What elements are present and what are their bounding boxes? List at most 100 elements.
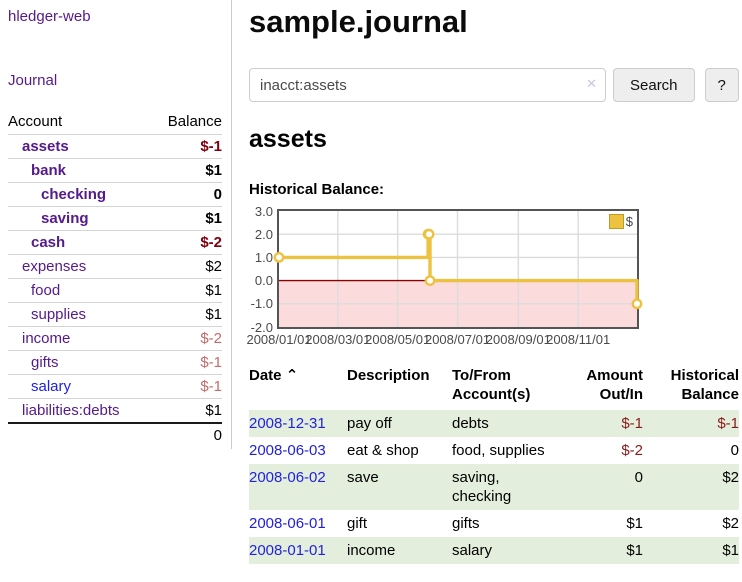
account-link[interactable]: saving: [41, 210, 89, 227]
account-link[interactable]: supplies: [31, 306, 87, 323]
x-axis-tick-label: 2008/07/01: [424, 332, 491, 347]
account-link[interactable]: gifts: [31, 354, 59, 371]
accounts-total-value: 0: [152, 422, 222, 447]
account-link[interactable]: checking: [41, 186, 107, 203]
sidebar-item-journal[interactable]: Journal: [8, 72, 58, 89]
account-link[interactable]: bank: [31, 162, 67, 179]
chart-series-svg: [273, 211, 643, 327]
account-row: assets $-1: [8, 134, 222, 159]
account-balance: $1: [152, 206, 222, 231]
accounts-total-row: 0: [8, 422, 222, 447]
transaction-description: pay off: [347, 415, 392, 432]
sort-ascending-icon: ⌃: [285, 367, 299, 384]
transaction-accounts: food, supplies: [452, 442, 545, 459]
x-axis-tick-label: 2008/09/01: [485, 332, 551, 347]
x-axis-tick-label: 2008/03/01: [305, 332, 371, 347]
transaction-description: save: [347, 469, 379, 486]
column-header-date[interactable]: Date ⌃: [249, 363, 347, 410]
transaction-description: income: [347, 542, 396, 559]
date-header-label: Date: [249, 367, 282, 384]
sidebar: hledger-web Journal Account Balance asse…: [0, 0, 232, 449]
x-axis-tick-label: 2008/01/01: [246, 332, 312, 347]
historical-balance-chart: $ 3.0 2.0 1.0 0.0 -1.0 -2.0 2008/01/01 2008/03/…: [246, 203, 742, 354]
help-button[interactable]: ?: [704, 68, 739, 102]
account-row: cash $-2: [8, 230, 222, 255]
account-balance: $-2: [152, 326, 222, 351]
transaction-accounts: gifts: [452, 515, 480, 532]
chart-legend: $: [608, 214, 633, 229]
account-row: gifts $-1: [8, 350, 222, 375]
account-link[interactable]: expenses: [22, 258, 87, 275]
y-axis-tick-label: -1.0: [250, 296, 273, 312]
column-header-balance: Historical Balance: [670, 367, 739, 403]
x-axis-tick-label: 2008/11/01: [546, 332, 611, 347]
account-row: salary $-1: [8, 374, 222, 399]
account-balance: $1: [152, 158, 222, 183]
transaction-date-link[interactable]: 2008-12-31: [249, 415, 326, 432]
transaction-description: eat & shop: [347, 442, 419, 459]
account-link[interactable]: food: [31, 282, 61, 299]
transaction-balance: $2: [722, 515, 739, 532]
transaction-date-link[interactable]: 2008-06-01: [249, 515, 326, 532]
transaction-date-link[interactable]: 2008-06-03: [249, 442, 326, 459]
search-button[interactable]: Search: [613, 68, 695, 102]
chart-heading: Historical Balance:: [249, 181, 385, 198]
account-balance: $-2: [152, 230, 222, 255]
app-layout: hledger-web Journal Account Balance asse…: [0, 0, 742, 564]
y-axis-tick-label: 1.0: [254, 249, 273, 265]
app-title-link[interactable]: hledger-web: [8, 8, 91, 25]
transaction-accounts: salary: [452, 542, 493, 559]
transaction-amount: $-2: [621, 442, 643, 459]
transactions-table: Date ⌃ Description To/From Account(s) Am…: [249, 363, 739, 564]
account-row: income $-2: [8, 326, 222, 351]
account-balance: $1: [152, 302, 222, 327]
register-account-title: assets: [249, 125, 327, 153]
legend-label: $: [625, 214, 633, 229]
account-balance: $-1: [152, 350, 222, 375]
y-axis-tick-label: -2.0: [250, 319, 273, 335]
column-header-accounts: To/From Account(s): [452, 367, 531, 403]
account-link[interactable]: salary: [31, 378, 72, 395]
search-box: ✕: [249, 68, 606, 102]
legend-swatch: [608, 214, 624, 229]
account-row: supplies $1: [8, 302, 222, 327]
transaction-row: 2008-06-03 eat & shop food, supplies $-2 0: [249, 437, 739, 464]
y-axis-tick-label: 0.0: [254, 273, 273, 289]
transaction-date-link[interactable]: 2008-01-01: [249, 542, 326, 559]
transaction-balance: $2: [722, 469, 739, 486]
transaction-amount: $-1: [621, 415, 643, 432]
transaction-amount: 0: [634, 469, 643, 486]
main-content: sample.journal ✕ Search ? assets Histori…: [232, 0, 742, 564]
account-link[interactable]: assets: [22, 138, 69, 155]
accounts-table-account-header: Account: [8, 113, 63, 130]
transaction-row: 2008-12-31 pay off debts $-1 $-1: [249, 410, 739, 437]
account-link[interactable]: cash: [31, 234, 66, 251]
x-axis-tick-label: 2008/05/01: [365, 332, 431, 347]
transaction-accounts: debts: [452, 415, 489, 432]
column-header-description: Description: [347, 367, 430, 384]
account-link[interactable]: liabilities:debts: [22, 402, 120, 419]
account-balance: $-1: [152, 134, 222, 159]
chart-plot-area: $: [273, 209, 643, 329]
transaction-row: 2008-06-02 save saving, checking 0 $2: [249, 464, 739, 510]
clear-search-icon[interactable]: ✕: [586, 76, 597, 91]
account-balance: $1: [152, 398, 222, 423]
transaction-row: 2008-01-01 income salary $1 $1: [249, 537, 739, 564]
account-balance: $-1: [152, 374, 222, 399]
y-axis-tick-label: 3.0: [254, 203, 273, 219]
transaction-date-link[interactable]: 2008-06-02: [249, 469, 326, 486]
account-link[interactable]: income: [22, 330, 71, 347]
transaction-balance: $-1: [717, 415, 739, 432]
accounts-table-balance-header: Balance: [167, 113, 222, 130]
column-header-amount: Amount Out/In: [586, 367, 643, 403]
transaction-description: gift: [347, 515, 368, 532]
transaction-amount: $1: [626, 542, 643, 559]
y-axis-tick-label: 2.0: [254, 226, 273, 242]
account-row: expenses $2: [8, 254, 222, 279]
search-form: ✕ Search ?: [249, 68, 742, 102]
account-balance: $1: [152, 278, 222, 303]
account-row: bank $1: [8, 158, 222, 183]
search-input[interactable]: [249, 68, 606, 102]
accounts-table: Account Balance assets $-1 bank $1 checking 0…: [8, 110, 222, 447]
account-balance: 0: [152, 182, 222, 207]
